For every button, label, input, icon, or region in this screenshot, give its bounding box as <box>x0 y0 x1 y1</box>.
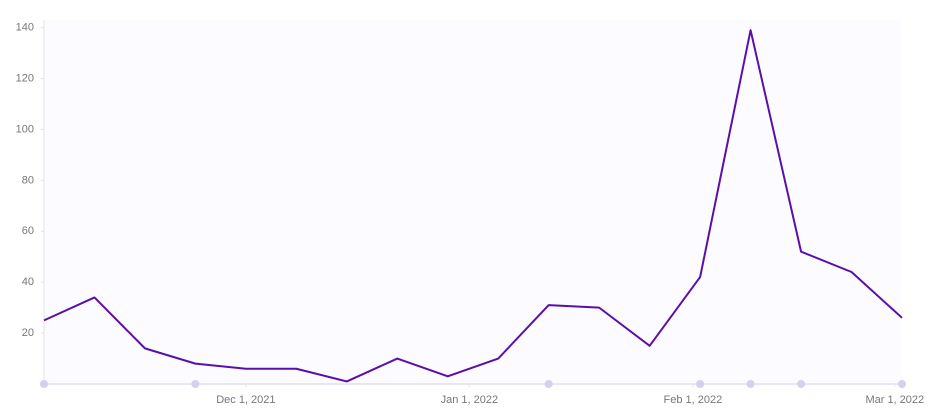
event-marker <box>544 380 553 388</box>
event-marker <box>40 380 48 388</box>
x-tick-label: Feb 1, 2022 <box>664 394 723 406</box>
x-tick-label: Dec 1, 2021 <box>216 394 275 406</box>
event-marker <box>797 380 806 388</box>
y-tick-label: 40 <box>22 276 34 288</box>
event-marker <box>746 380 755 388</box>
y-tick-label: 80 <box>22 174 34 186</box>
event-marker <box>696 380 705 388</box>
x-tick-label: Jan 1, 2022 <box>441 394 499 406</box>
y-tick-label: 60 <box>22 225 34 237</box>
plot-area <box>44 20 902 384</box>
line <box>43 29 903 383</box>
event-marker <box>191 380 200 388</box>
y-tick-label: 120 <box>16 72 34 84</box>
y-tick-label: 100 <box>16 123 34 135</box>
event-marker <box>898 380 906 388</box>
y-tick-label: 140 <box>16 22 34 34</box>
x-tick-label: Mar 1, 2022 <box>865 394 924 406</box>
y-tick-label: 20 <box>22 327 34 339</box>
